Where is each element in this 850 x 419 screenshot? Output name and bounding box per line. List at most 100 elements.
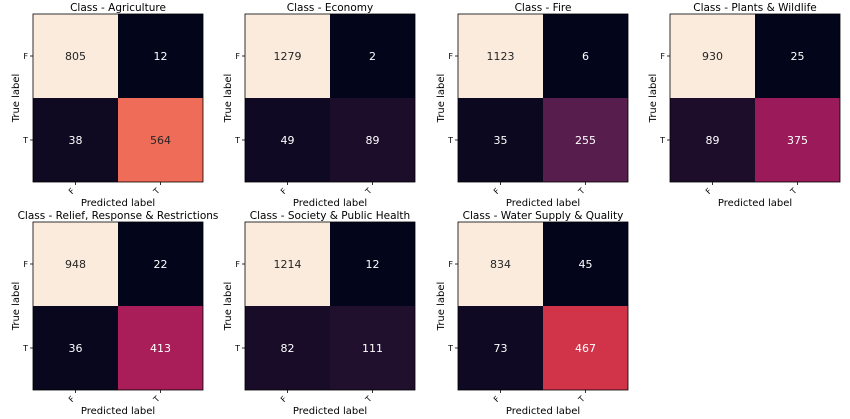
x-tick-label: T bbox=[363, 394, 374, 405]
x-axis-label: Predicted label bbox=[293, 198, 367, 209]
x-tick-label: F bbox=[492, 186, 502, 196]
matrix-cell bbox=[33, 222, 118, 306]
y-tick-label: T bbox=[22, 344, 28, 353]
cell-value: 12 bbox=[154, 50, 168, 63]
x-tick-label: F bbox=[67, 186, 77, 196]
x-tick-label: T bbox=[151, 394, 162, 405]
cell-value: 6 bbox=[582, 50, 589, 63]
x-tick-label: T bbox=[788, 186, 799, 197]
x-tick-label: T bbox=[576, 186, 587, 197]
cell-value: 38 bbox=[69, 134, 83, 147]
chart-title: Class - Economy bbox=[287, 2, 373, 14]
cell-value: 375 bbox=[787, 134, 808, 147]
matrix-cell bbox=[245, 14, 330, 98]
matrix-cell bbox=[458, 306, 543, 390]
y-axis-label: True label bbox=[11, 282, 22, 332]
axes-frame bbox=[669, 13, 841, 183]
cell-value: 467 bbox=[575, 342, 596, 355]
confusion-matrix-5: 948 22 36 413 Class - Relief, Response & Res… bbox=[11, 210, 218, 417]
x-tick-label: T bbox=[363, 186, 374, 197]
cell-value: 45 bbox=[579, 258, 593, 271]
y-tick-label: T bbox=[447, 136, 453, 145]
x-tick-label: T bbox=[576, 394, 587, 405]
matrix-cell bbox=[458, 222, 543, 306]
matrix-cell bbox=[543, 14, 628, 98]
y-axis-label: True label bbox=[436, 282, 447, 332]
axes-frame bbox=[244, 221, 416, 391]
cell-value: 89 bbox=[706, 134, 720, 147]
matrix-cell bbox=[33, 98, 118, 182]
matrix-cell bbox=[245, 222, 330, 306]
matrix-cell bbox=[543, 222, 628, 306]
matrix-cell bbox=[118, 98, 203, 182]
y-tick-label: F bbox=[660, 52, 665, 61]
cell-value: 805 bbox=[65, 50, 86, 63]
chart-title: Class - Plants & Wildlife bbox=[693, 2, 817, 14]
confusion-matrix-6: 1214 12 82 111 Class - Society & Public Heal… bbox=[223, 210, 416, 417]
cell-value: 12 bbox=[366, 258, 380, 271]
axes-frame bbox=[32, 221, 204, 391]
axes-frame bbox=[457, 221, 629, 391]
matrix-cell bbox=[33, 306, 118, 390]
matrix-cell bbox=[330, 14, 415, 98]
cell-value: 413 bbox=[150, 342, 171, 355]
matrix-cell bbox=[755, 98, 840, 182]
axes-frame bbox=[244, 13, 416, 183]
matrix-cell bbox=[670, 98, 755, 182]
y-tick-label: F bbox=[448, 260, 453, 269]
matrix-cell bbox=[33, 14, 118, 98]
chart-title: Class - Agriculture bbox=[70, 2, 166, 14]
x-tick-label: F bbox=[492, 394, 502, 404]
axes-frame bbox=[32, 13, 204, 183]
cell-value: 1123 bbox=[487, 50, 515, 63]
x-axis-label: Predicted label bbox=[293, 406, 367, 417]
matrix-cell bbox=[118, 222, 203, 306]
y-tick-label: T bbox=[234, 136, 240, 145]
chart-title: Class - Relief, Response & Restrictions bbox=[18, 210, 219, 222]
cell-value: 930 bbox=[702, 50, 723, 63]
x-axis-label: Predicted label bbox=[506, 198, 580, 209]
y-tick-label: T bbox=[659, 136, 665, 145]
matrix-cell bbox=[543, 98, 628, 182]
y-axis-label: True label bbox=[648, 74, 659, 124]
cell-value: 36 bbox=[69, 342, 83, 355]
x-tick-label: F bbox=[67, 394, 77, 404]
matrix-cell bbox=[118, 14, 203, 98]
y-tick-label: T bbox=[22, 136, 28, 145]
x-axis-label: Predicted label bbox=[718, 198, 792, 209]
cell-value: 111 bbox=[362, 342, 383, 355]
y-tick-label: F bbox=[23, 52, 28, 61]
confusion-matrix-7: 834 45 73 467 Class - Water Supply & Quality… bbox=[436, 210, 629, 417]
matrix-cell bbox=[330, 306, 415, 390]
y-axis-label: True label bbox=[223, 282, 234, 332]
x-tick-label: F bbox=[704, 186, 714, 196]
y-axis-label: True label bbox=[223, 74, 234, 124]
cell-value: 834 bbox=[490, 258, 511, 271]
y-tick-label: T bbox=[234, 344, 240, 353]
cell-value: 1214 bbox=[274, 258, 302, 271]
cell-value: 25 bbox=[791, 50, 805, 63]
chart-title: Class - Society & Public Health bbox=[250, 210, 410, 222]
x-tick-label: F bbox=[279, 394, 289, 404]
x-axis-label: Predicted label bbox=[81, 198, 155, 209]
y-axis-label: True label bbox=[11, 74, 22, 124]
y-tick-label: F bbox=[235, 260, 240, 269]
chart-title: Class - Fire bbox=[515, 2, 572, 14]
cell-value: 82 bbox=[281, 342, 295, 355]
y-tick-label: F bbox=[448, 52, 453, 61]
matrix-cell bbox=[458, 14, 543, 98]
axes-frame bbox=[457, 13, 629, 183]
matrix-cell bbox=[330, 98, 415, 182]
matrix-cell bbox=[330, 222, 415, 306]
matrix-cell bbox=[118, 306, 203, 390]
x-axis-label: Predicted label bbox=[506, 406, 580, 417]
matrix-cell bbox=[245, 98, 330, 182]
cell-value: 89 bbox=[366, 134, 380, 147]
matrix-cell bbox=[543, 306, 628, 390]
matrix-cell bbox=[755, 14, 840, 98]
x-tick-label: T bbox=[151, 186, 162, 197]
